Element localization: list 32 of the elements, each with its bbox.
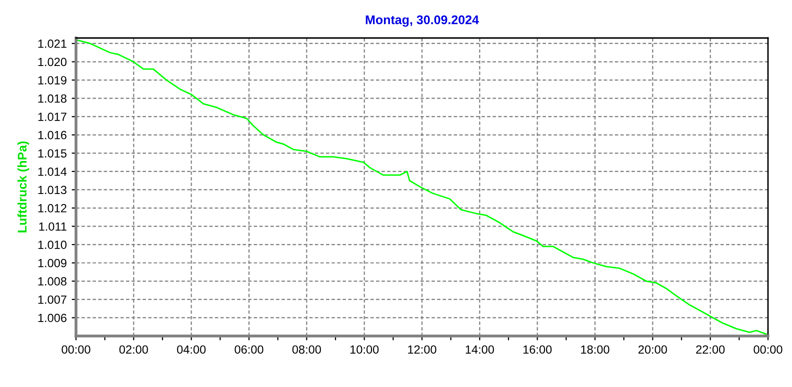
y-tick-label: 1.010: [38, 240, 67, 249]
x-tick-label: 10:00: [350, 345, 379, 354]
x-tick-label: 16:00: [523, 345, 552, 354]
y-tick-label: 1.019: [38, 76, 66, 84]
x-tick-label: 00:00: [754, 345, 782, 354]
chart-title: Montag, 30.09.2024: [366, 15, 479, 27]
y-tick-label: 1.012: [38, 204, 66, 212]
x-tick-label: 12:00: [408, 345, 436, 354]
y-tick-label: 1.013: [38, 186, 66, 194]
y-axis-title: Luftdruck (hPa): [17, 141, 30, 232]
x-tick-label: 06:00: [234, 345, 264, 354]
x-tick-label: 00:00: [62, 345, 90, 354]
y-tick-label: 1.018: [38, 94, 66, 103]
y-tick-label: 1.007: [38, 295, 66, 304]
x-tick-label: 04:00: [177, 345, 206, 354]
x-tick-label: 18:00: [581, 345, 610, 354]
x-tick-label: 22:00: [696, 345, 725, 354]
y-tick-label: 1.006: [38, 314, 66, 322]
y-tick-label: 1.020: [38, 58, 67, 66]
y-tick-label: 1.017: [38, 112, 66, 122]
y-tick-label: 1.016: [38, 130, 66, 140]
y-tick-label: 1.009: [38, 258, 66, 268]
y-tick-label: 1.021: [38, 40, 66, 48]
y-tick-label: 1.015: [38, 149, 66, 158]
x-tick-label: 20:00: [638, 345, 667, 354]
x-tick-label: 02:00: [119, 345, 148, 354]
x-tick-label: 14:00: [466, 345, 494, 354]
y-tick-label: 1.008: [38, 277, 66, 286]
y-tick-label: 1.011: [39, 222, 66, 231]
y-tick-label: 1.014: [38, 167, 67, 176]
line-series: [76, 39, 767, 335]
x-tick-label: 08:00: [292, 345, 321, 354]
